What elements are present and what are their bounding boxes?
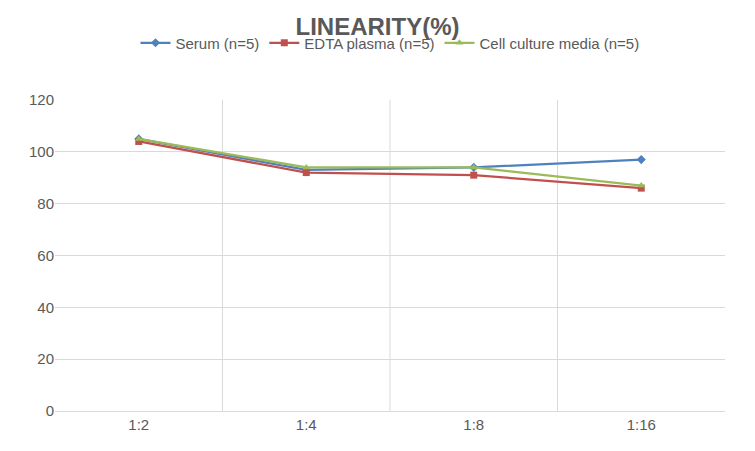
svg-text:EDTA plasma (n=5): EDTA plasma (n=5) — [304, 35, 434, 52]
svg-text:80: 80 — [37, 195, 54, 212]
svg-text:60: 60 — [37, 247, 54, 264]
svg-text:LINEARITY(%): LINEARITY(%) — [296, 13, 460, 40]
svg-text:40: 40 — [37, 299, 54, 316]
svg-text:Cell culture media (n=5): Cell culture media (n=5) — [480, 35, 640, 52]
svg-text:1:16: 1:16 — [627, 416, 656, 433]
svg-text:120: 120 — [29, 91, 54, 108]
svg-text:1:2: 1:2 — [128, 416, 149, 433]
svg-text:1:4: 1:4 — [296, 416, 317, 433]
svg-text:100: 100 — [29, 143, 54, 160]
svg-text:1:8: 1:8 — [463, 416, 484, 433]
svg-text:Serum (n=5): Serum (n=5) — [176, 35, 260, 52]
svg-text:0: 0 — [46, 402, 54, 419]
svg-text:20: 20 — [37, 350, 54, 367]
